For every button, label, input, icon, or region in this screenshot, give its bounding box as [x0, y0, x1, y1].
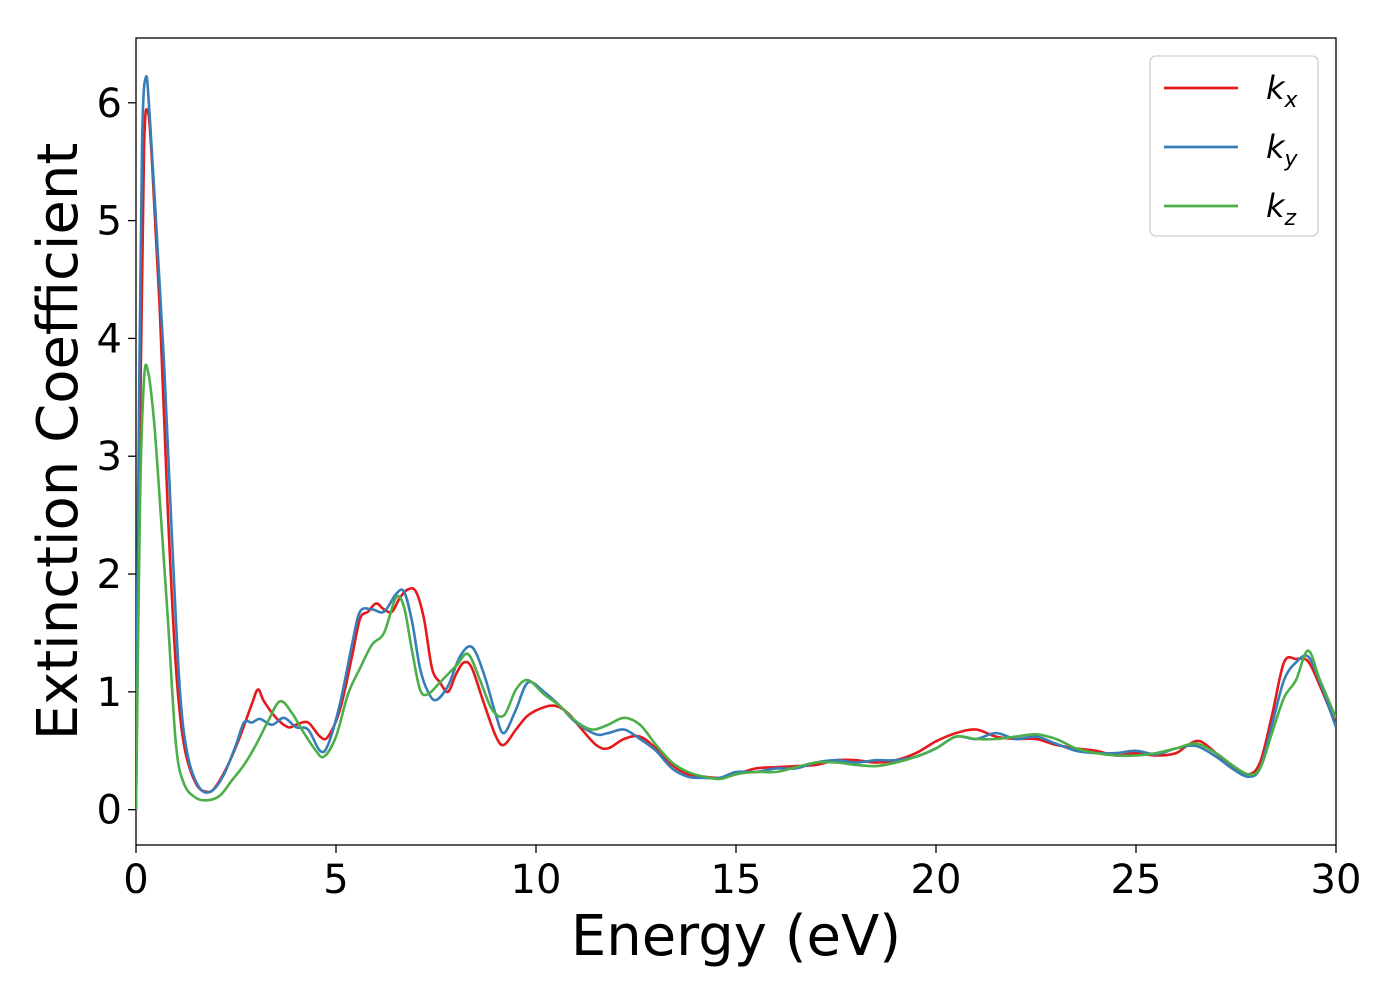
legend-label-ky: ky [1266, 128, 1299, 172]
y-axis-label: Extinction Coefficient [26, 143, 91, 741]
x-tick-label: 10 [511, 857, 562, 903]
y-axis-ticks: 0 1 2 3 4 5 6 [97, 81, 136, 834]
x-tick-label: 30 [1311, 857, 1362, 903]
series-line-kz [136, 363, 1336, 810]
y-tick-label: 4 [97, 316, 122, 362]
x-tick-label: 25 [1111, 857, 1162, 903]
y-tick-label: 2 [97, 552, 122, 598]
series-layer [136, 75, 1336, 810]
legend-label-kz: kz [1266, 187, 1297, 231]
x-tick-label: 20 [911, 857, 962, 903]
y-tick-label: 0 [97, 788, 122, 834]
legend: kx ky kz [1149, 55, 1319, 237]
y-tick-label: 1 [97, 670, 122, 716]
x-tick-label: 15 [711, 857, 762, 903]
x-tick-label: 5 [323, 857, 348, 903]
y-tick-label: 6 [97, 81, 122, 127]
y-tick-label: 5 [97, 199, 122, 245]
x-axis-label: Energy (eV) [571, 904, 901, 969]
legend-label-kx: kx [1266, 69, 1299, 113]
y-tick-label: 3 [97, 434, 122, 480]
x-axis-ticks: 0 5 10 15 20 25 30 [123, 845, 1361, 903]
x-tick-label: 0 [123, 857, 148, 903]
